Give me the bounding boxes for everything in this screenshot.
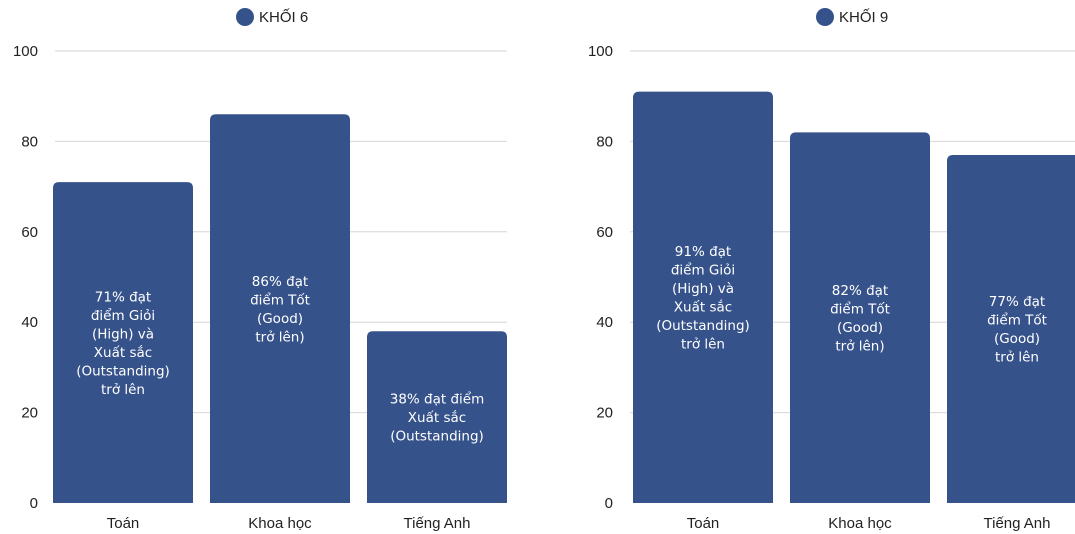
- bar-data-label-line: 71% đạt: [95, 289, 151, 305]
- legend-swatch: [816, 8, 834, 26]
- bar-data-label-line: điểm Tốt: [987, 312, 1047, 329]
- bar-data-label-line: (Good): [837, 320, 883, 336]
- bar-data-label-line: trở lên: [681, 337, 725, 353]
- bar-data-label-line: trở lên: [995, 350, 1039, 366]
- bar-data-label-line: 86% đạt: [252, 274, 308, 290]
- bar-data-label-line: trở lên): [255, 329, 304, 345]
- y-tick-label: 80: [596, 133, 613, 150]
- legend-label: KHỐI 6: [259, 8, 309, 26]
- bar-data-label-line: (Outstanding): [390, 429, 484, 445]
- bar: [790, 132, 930, 504]
- bar-data-label-line: điểm Giỏi: [91, 307, 155, 324]
- chart-khoi-6: KHỐI 6 0 20 40 60 80 100 Toán 71% đạt điểm Giỏi (…: [0, 0, 520, 534]
- bar-data-label-line: (Outstanding): [656, 318, 750, 334]
- y-tick-label: 20: [596, 405, 613, 422]
- bar-data-label: 77% đạt điểm Tốt (Good) trở lên: [987, 294, 1047, 366]
- bar-data-label-line: trở lên: [101, 382, 145, 398]
- bar-data-label-line: điểm Tốt: [830, 300, 890, 317]
- bar-data-label-line: điểm Giỏi: [671, 262, 735, 279]
- legend: KHỐI 6: [236, 8, 308, 26]
- bar-data-label-line: 38% đạt điểm: [390, 391, 485, 408]
- y-tick-label: 60: [596, 224, 613, 241]
- bar-data-label: 91% đạt điểm Giỏi (High) và Xuất sắc (Outsta…: [656, 244, 750, 353]
- bar-data-label-line: (Good): [994, 331, 1040, 347]
- bar-data-label-line: (High) và: [92, 326, 154, 342]
- bar-data-label-line: (Good): [257, 311, 303, 327]
- bar: [947, 154, 1075, 503]
- bar: [633, 91, 773, 504]
- bar-data-label: 38% đạt điểm Xuất sắc (Outstanding): [390, 391, 485, 445]
- y-tick-label: 20: [21, 405, 38, 422]
- bar-data-label-line: (High) và: [672, 281, 734, 297]
- bar-data-label-line: 77% đạt: [989, 294, 1045, 310]
- y-tick-label: 100: [588, 43, 613, 60]
- bar: [53, 182, 193, 503]
- bar-chart-svg: 0 20 40 60 80 100 Toán 91% đạt điểm Giỏi (High) v…: [588, 43, 1075, 532]
- y-tick-label: 40: [21, 314, 38, 331]
- x-tick-label: Tiếng Anh: [404, 515, 471, 532]
- y-tick-label: 40: [596, 314, 613, 331]
- bar-data-label: 82% đạt điểm Tốt (Good) trở lên): [830, 283, 890, 355]
- y-tick-label: 0: [30, 495, 38, 512]
- bar-data-label-line: (Outstanding): [76, 363, 170, 379]
- x-tick-label: Khoa học: [248, 515, 312, 532]
- y-tick-label: 80: [21, 133, 38, 150]
- bar-data-label-line: trở lên): [835, 338, 884, 354]
- bar-data-label-line: Xuất sắc: [94, 344, 152, 361]
- bar: [210, 114, 350, 503]
- bar-data-label: 86% đạt điểm Tốt (Good) trở lên): [250, 274, 310, 346]
- y-tick-label: 60: [21, 224, 38, 241]
- bar-data-label: 71% đạt điểm Giỏi (High) và Xuất sắc (Outsta…: [76, 289, 170, 398]
- bar-data-label-line: 82% đạt: [832, 283, 888, 299]
- x-tick-label: Toán: [687, 515, 720, 532]
- y-tick-label: 0: [605, 495, 613, 512]
- y-tick-label: 100: [13, 43, 38, 60]
- legend: KHỐI 9: [816, 8, 888, 26]
- legend-label: KHỐI 9: [839, 8, 889, 26]
- bar-chart-svg: 0 20 40 60 80 100 Toán 71% đạt điểm Giỏi (High) v…: [13, 43, 507, 532]
- bar-data-label-line: điểm Tốt: [250, 291, 310, 308]
- bar-data-label-line: Xuất sắc: [408, 409, 466, 426]
- chart-khoi-9: KHỐI 9 0 20 40 60 80 100 Toán 91% đạt điểm Giỏi (…: [575, 0, 1075, 534]
- bar-data-label-line: Xuất sắc: [674, 299, 732, 316]
- x-tick-label: Toán: [107, 515, 140, 532]
- legend-swatch: [236, 8, 254, 26]
- bar-data-label-line: 91% đạt: [675, 244, 731, 260]
- bar: [367, 331, 507, 503]
- x-tick-label: Tiếng Anh: [984, 515, 1051, 532]
- x-tick-label: Khoa học: [828, 515, 892, 532]
